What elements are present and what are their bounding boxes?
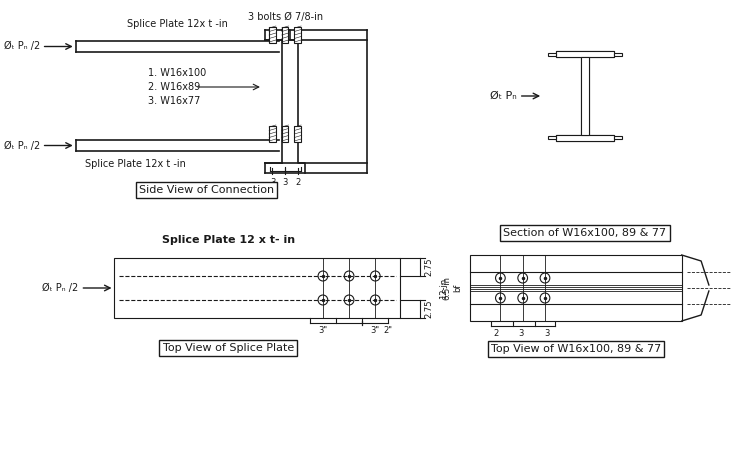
Bar [548, 53, 556, 56]
Text: 3": 3" [318, 326, 327, 335]
Bar [556, 135, 614, 141]
Bar [294, 126, 301, 142]
Text: 2.75: 2.75 [425, 258, 434, 276]
Text: Øₜ Pₙ: Øₜ Pₙ [490, 91, 517, 101]
Bar [614, 136, 621, 139]
Bar [282, 126, 288, 142]
Text: 3: 3 [270, 178, 275, 187]
Bar [556, 51, 614, 57]
Text: 2": 2" [383, 326, 392, 335]
Text: Splice Plate 12x t -in: Splice Plate 12x t -in [127, 19, 228, 29]
Bar [556, 51, 614, 57]
Text: Splice Plate 12 x t- in: Splice Plate 12 x t- in [162, 235, 295, 245]
Bar [269, 27, 276, 43]
Text: Øₜ Pₙ /2: Øₜ Pₙ /2 [42, 283, 79, 293]
Text: 1. W16x100: 1. W16x100 [148, 68, 206, 78]
Bar [294, 27, 301, 43]
Text: Top View of W16x100, 89 & 77: Top View of W16x100, 89 & 77 [491, 344, 661, 354]
Bar [269, 126, 276, 142]
Text: 3 bolts Ø 7/8-in: 3 bolts Ø 7/8-in [248, 12, 323, 22]
Bar [581, 57, 589, 135]
Bar [614, 53, 621, 56]
Text: 2: 2 [493, 329, 498, 338]
Text: 3: 3 [544, 329, 550, 338]
Text: Øₜ Pₙ /2: Øₜ Pₙ /2 [4, 42, 40, 52]
Text: 6.5-in: 6.5-in [442, 276, 451, 300]
Text: 2: 2 [295, 178, 301, 187]
Text: bf: bf [453, 284, 463, 292]
Text: Øₜ Pₙ /2: Øₜ Pₙ /2 [4, 140, 40, 150]
Text: Side View of Connection: Side View of Connection [139, 185, 274, 195]
Text: 3: 3 [518, 329, 523, 338]
Text: Top View of Splice Plate: Top View of Splice Plate [163, 343, 294, 353]
Text: 3": 3" [371, 326, 380, 335]
Text: Section of W16x100, 89 & 77: Section of W16x100, 89 & 77 [503, 228, 666, 238]
Text: 3: 3 [282, 178, 287, 187]
Text: 3. W16x77: 3. W16x77 [148, 96, 200, 106]
Bar [470, 255, 682, 321]
Bar [556, 135, 614, 141]
Text: 12-in: 12-in [439, 277, 448, 298]
Bar [548, 136, 556, 139]
Bar [114, 258, 400, 318]
Bar [581, 57, 589, 135]
Bar [282, 27, 288, 43]
Text: 2. W16x89: 2. W16x89 [148, 82, 200, 92]
Text: 2.75: 2.75 [425, 300, 434, 318]
Text: Splice Plate 12x t -in: Splice Plate 12x t -in [85, 159, 186, 169]
